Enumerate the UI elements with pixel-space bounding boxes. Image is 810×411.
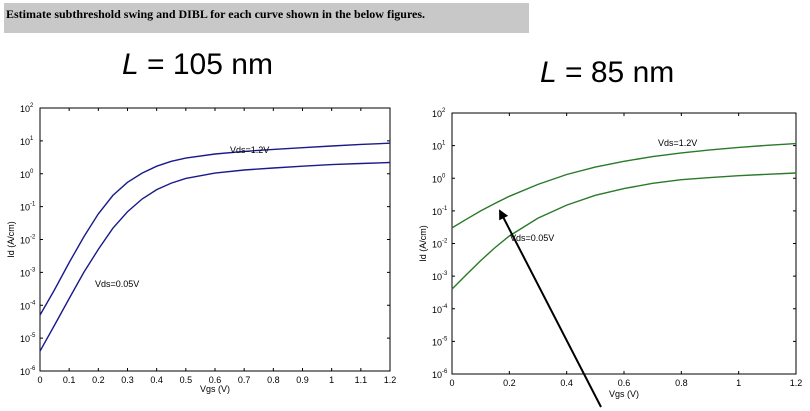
- y-tick-label: 10-2: [432, 239, 448, 250]
- y-tick-base: 10: [432, 240, 442, 250]
- y-tick-exponent: -2: [30, 235, 36, 241]
- x-tick-label: 1: [736, 378, 741, 388]
- y-tick-base: 10: [432, 174, 442, 184]
- y-tick-label: 101: [20, 136, 34, 147]
- annotation-arrow: [499, 209, 602, 408]
- y-tick-base: 10: [20, 268, 30, 278]
- curve-label: Vds=1.2V: [658, 138, 697, 148]
- x-tick-label: 1.1: [355, 375, 368, 385]
- curve-label: Vds=0.05V: [510, 233, 554, 243]
- x-tick-label: 0.4: [150, 375, 163, 385]
- y-tick-base: 10: [20, 170, 30, 180]
- y-tick-label: 10-3: [432, 271, 448, 282]
- x-tick-label: 0.2: [92, 375, 105, 385]
- y-tick-exponent: 1: [442, 141, 446, 147]
- y-tick-label: 10-5: [432, 336, 448, 347]
- x-tick-label: 1.2: [384, 375, 397, 385]
- title-value: = 85 nm: [556, 56, 675, 89]
- y-tick-exponent: 2: [30, 103, 34, 109]
- y-tick-exponent: -5: [442, 336, 448, 342]
- y-tick-exponent: -6: [442, 369, 448, 375]
- y-tick-label: 10-4: [432, 304, 448, 315]
- y-tick-exponent: -1: [442, 206, 448, 212]
- x-tick-label: 0.1: [63, 375, 76, 385]
- y-tick-base: 10: [432, 370, 442, 380]
- x-tick-label: 0.9: [296, 375, 309, 385]
- y-tick-label: 10-4: [20, 300, 36, 311]
- y-tick-base: 10: [432, 305, 442, 315]
- x-tick-label: 0.7: [238, 375, 251, 385]
- plot-frame: [451, 112, 797, 375]
- y-tick-label: 10-3: [20, 267, 36, 278]
- y-tick-exponent: -3: [30, 267, 36, 273]
- series-line-vds-0p05: [451, 172, 797, 290]
- x-tick-label: 0.4: [560, 378, 573, 388]
- x-tick-label: 0.6: [209, 375, 222, 385]
- y-tick-base: 10: [432, 109, 442, 119]
- title-variable: L: [122, 48, 139, 81]
- y-tick-base: 10: [432, 142, 442, 152]
- y-tick-label: 10-6: [432, 369, 448, 380]
- y-tick-exponent: -2: [442, 239, 448, 245]
- y-tick-base: 10: [432, 207, 442, 217]
- y-axis-label: Id (A/cm): [6, 221, 16, 258]
- y-tick-base: 10: [432, 337, 442, 347]
- y-tick-exponent: -4: [30, 300, 36, 306]
- x-tick-label: 0: [37, 375, 42, 385]
- y-tick-base: 10: [432, 272, 442, 282]
- y-tick-base: 10: [20, 334, 30, 344]
- y-tick-base: 10: [20, 137, 30, 147]
- title-value: = 105 nm: [138, 48, 273, 81]
- series-line-vds-1p2: [39, 142, 391, 316]
- x-tick-label: 0.3: [121, 375, 134, 385]
- x-axis-label: Vgs (V): [609, 389, 639, 399]
- y-tick-label: 101: [432, 141, 446, 152]
- x-tick-label: 0: [449, 378, 454, 388]
- y-tick-exponent: -6: [30, 366, 36, 372]
- series-line-vds-1p2: [451, 142, 797, 229]
- x-axis-label: Vgs (V): [200, 384, 230, 394]
- y-tick-label: 10-2: [20, 235, 36, 246]
- y-tick-label: 102: [432, 108, 446, 119]
- chart-title-left: L = 105 nm: [122, 48, 273, 82]
- x-tick-label: 0.8: [267, 375, 280, 385]
- title-variable: L: [540, 56, 557, 89]
- y-tick-label: 10-1: [20, 202, 36, 213]
- curve-label: Vds=0.05V: [95, 279, 139, 289]
- y-tick-label: 10-5: [20, 333, 36, 344]
- y-tick-label: 102: [20, 103, 34, 114]
- y-tick-base: 10: [20, 301, 30, 311]
- y-tick-base: 10: [20, 367, 30, 377]
- y-tick-label: 100: [20, 169, 34, 180]
- y-tick-exponent: -4: [442, 304, 448, 310]
- y-tick-label: 10-1: [432, 206, 448, 217]
- y-tick-exponent: -1: [30, 202, 36, 208]
- y-tick-base: 10: [20, 236, 30, 246]
- y-tick-exponent: 2: [442, 108, 446, 114]
- series-line-vds-0p05: [39, 161, 391, 352]
- x-tick-label: 1.2: [790, 378, 803, 388]
- y-tick-base: 10: [20, 104, 30, 114]
- x-tick-label: 0.8: [675, 378, 688, 388]
- y-tick-exponent: 0: [442, 173, 446, 179]
- plot-frame: [39, 107, 391, 372]
- y-tick-exponent: 0: [30, 169, 34, 175]
- x-tick-label: 0.6: [618, 378, 631, 388]
- y-tick-exponent: -3: [442, 271, 448, 277]
- y-tick-exponent: 1: [30, 136, 34, 142]
- x-tick-label: 0.5: [180, 375, 193, 385]
- y-tick-base: 10: [20, 203, 30, 213]
- question-text: Estimate subthreshold swing and DIBL for…: [4, 3, 529, 33]
- y-tick-label: 10-6: [20, 366, 36, 377]
- curve-label: Vds=1.2V: [230, 145, 269, 155]
- y-tick-exponent: -5: [30, 333, 36, 339]
- x-tick-label: 1: [329, 375, 334, 385]
- chart-title-right: L = 85 nm: [540, 56, 674, 90]
- y-tick-label: 100: [432, 173, 446, 184]
- x-tick-label: 0.2: [503, 378, 516, 388]
- y-axis-label: Id (A/cm): [418, 225, 428, 262]
